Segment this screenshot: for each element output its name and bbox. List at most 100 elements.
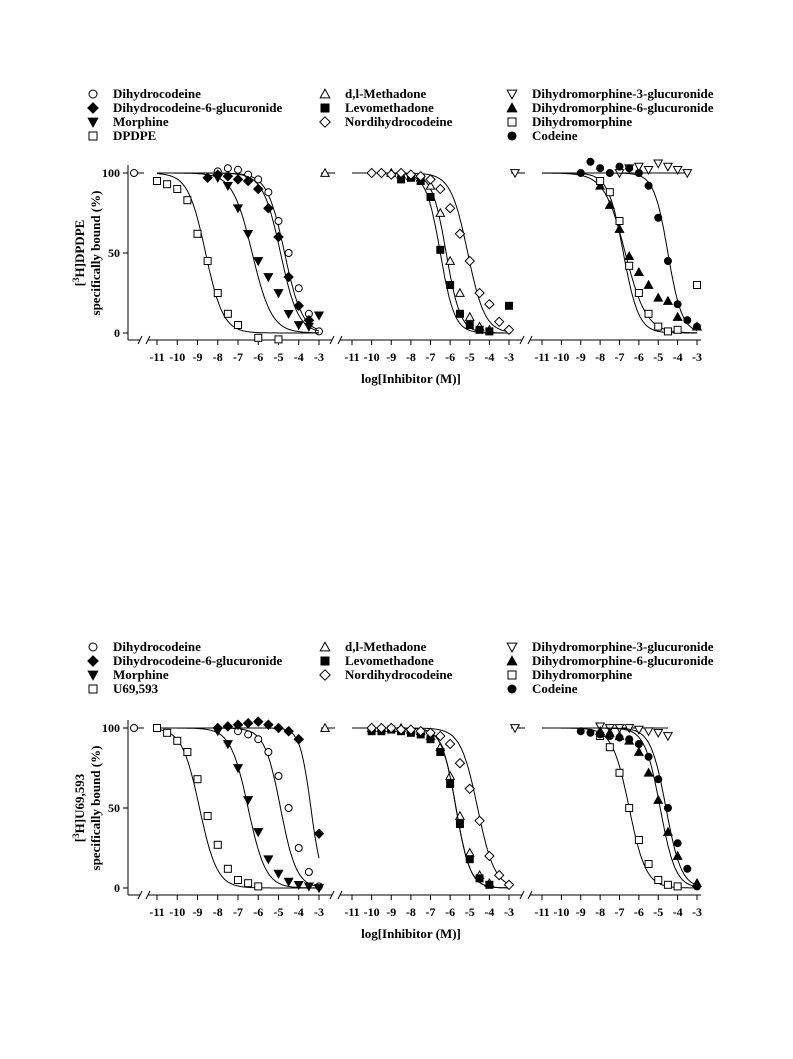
data-point [203, 257, 212, 265]
data-point [274, 335, 283, 344]
legend-marker [87, 117, 99, 128]
legend-label: DPDPE [113, 128, 156, 143]
legend-marker [87, 670, 99, 681]
data-point [294, 284, 303, 293]
data-point [673, 882, 682, 891]
axis-break-mark [137, 335, 143, 345]
x-tick-label: -5 [465, 905, 475, 919]
x-tick-label: -11 [344, 905, 359, 919]
legend-marker [506, 102, 518, 113]
legend-label: Dihydrocodeine-6-glucuronide [113, 653, 282, 668]
fit-curve [542, 172, 698, 331]
axis-break-mark [137, 890, 143, 900]
x-tick-label: -7 [615, 905, 625, 919]
data-point [222, 721, 234, 732]
axis-break-gap [522, 892, 530, 898]
data-point [634, 740, 643, 748]
x-tick-label: -3 [314, 905, 324, 919]
legend-marker [507, 131, 517, 141]
data-point [653, 728, 664, 739]
data-point [243, 796, 254, 806]
data-point [242, 175, 254, 187]
data-point [615, 768, 624, 777]
data-point [672, 311, 683, 321]
y-tick-label: 0 [114, 881, 120, 895]
data-point [385, 722, 397, 734]
data-point [254, 882, 263, 891]
legend-marker [320, 103, 330, 113]
data-point [252, 183, 264, 195]
axis-break-mark [527, 890, 533, 900]
data-point [183, 196, 192, 205]
data-point [234, 165, 242, 174]
data-point [605, 169, 614, 177]
data-point [464, 847, 475, 857]
legend-label: Dihydromorphine [532, 114, 632, 129]
legend-marker [319, 641, 331, 652]
data-point [436, 748, 445, 756]
data-point [273, 231, 284, 243]
data-point [263, 855, 274, 865]
data-point [444, 738, 456, 750]
x-tick-label: -3 [504, 905, 514, 919]
data-point [263, 273, 274, 283]
legend-label: d,l-Methadone [345, 639, 426, 654]
data-point [153, 724, 161, 732]
data-point [653, 159, 664, 169]
legend-marker [88, 684, 98, 694]
data-point [586, 157, 595, 166]
axis-break-gap [332, 892, 340, 898]
fit-curve [352, 727, 510, 885]
data-point [643, 279, 654, 289]
data-point [293, 733, 305, 745]
x-tick-label: -6 [445, 905, 455, 919]
data-point [576, 727, 585, 736]
x-tick-label: -8 [406, 905, 416, 919]
fit-curve [157, 727, 320, 859]
data-point [253, 257, 264, 267]
data-point [673, 839, 682, 848]
panel-3: -11 -10 -9 -8 -7 -6 -5 -4 -3 [509, 157, 703, 364]
legend-marker [319, 88, 331, 99]
chart-figure-1: DihydrocodeineDihydrocodeine-6-glucuroni… [71, 86, 714, 386]
axis-break-mark [329, 335, 335, 345]
data-point [455, 820, 464, 828]
x-tick-label: -4 [294, 905, 304, 919]
x-tick-label: -10 [553, 350, 569, 364]
data-point [173, 185, 182, 193]
data-point [662, 162, 673, 172]
data-point [644, 752, 653, 761]
data-point [303, 322, 314, 332]
y-tick-label: 0 [114, 326, 120, 340]
data-point [222, 740, 233, 750]
data-point [203, 812, 212, 820]
fit-curve [156, 173, 319, 334]
data-point [212, 173, 223, 184]
data-point [654, 213, 663, 222]
legend-marker [507, 117, 517, 127]
chart-figure-2: DihydrocodeineDihydrocodeine-6-glucuroni… [71, 639, 714, 941]
legend-label: Dihydrocodeine-6-glucuronide [113, 100, 282, 115]
legend-label: Nordihydrocodeine [345, 114, 453, 129]
data-point [444, 202, 456, 214]
x-tick-label: -6 [253, 905, 263, 919]
x-tick-label: -7 [233, 905, 243, 919]
y-tick-label: 50 [108, 801, 120, 815]
data-point [454, 228, 466, 240]
panel-3: -11 -10 -9 -8 -7 -6 -5 -4 -3 [509, 722, 703, 919]
x-tick-label: -7 [615, 350, 625, 364]
panel-2: -11 -10 -9 -8 -7 -6 -5 -4 -3 [319, 167, 515, 364]
data-point [475, 874, 484, 883]
data-point [405, 724, 417, 735]
data-point [283, 309, 294, 320]
axis-break-gap [140, 892, 148, 898]
data-point [303, 882, 314, 892]
x-tick-label: -7 [426, 350, 436, 364]
axis-break-mark [145, 335, 151, 345]
x-tick-label: -5 [274, 350, 284, 364]
data-point [693, 882, 701, 891]
data-point [682, 169, 693, 179]
data-point [662, 732, 673, 742]
data-point [273, 869, 284, 879]
data-point [455, 309, 464, 318]
